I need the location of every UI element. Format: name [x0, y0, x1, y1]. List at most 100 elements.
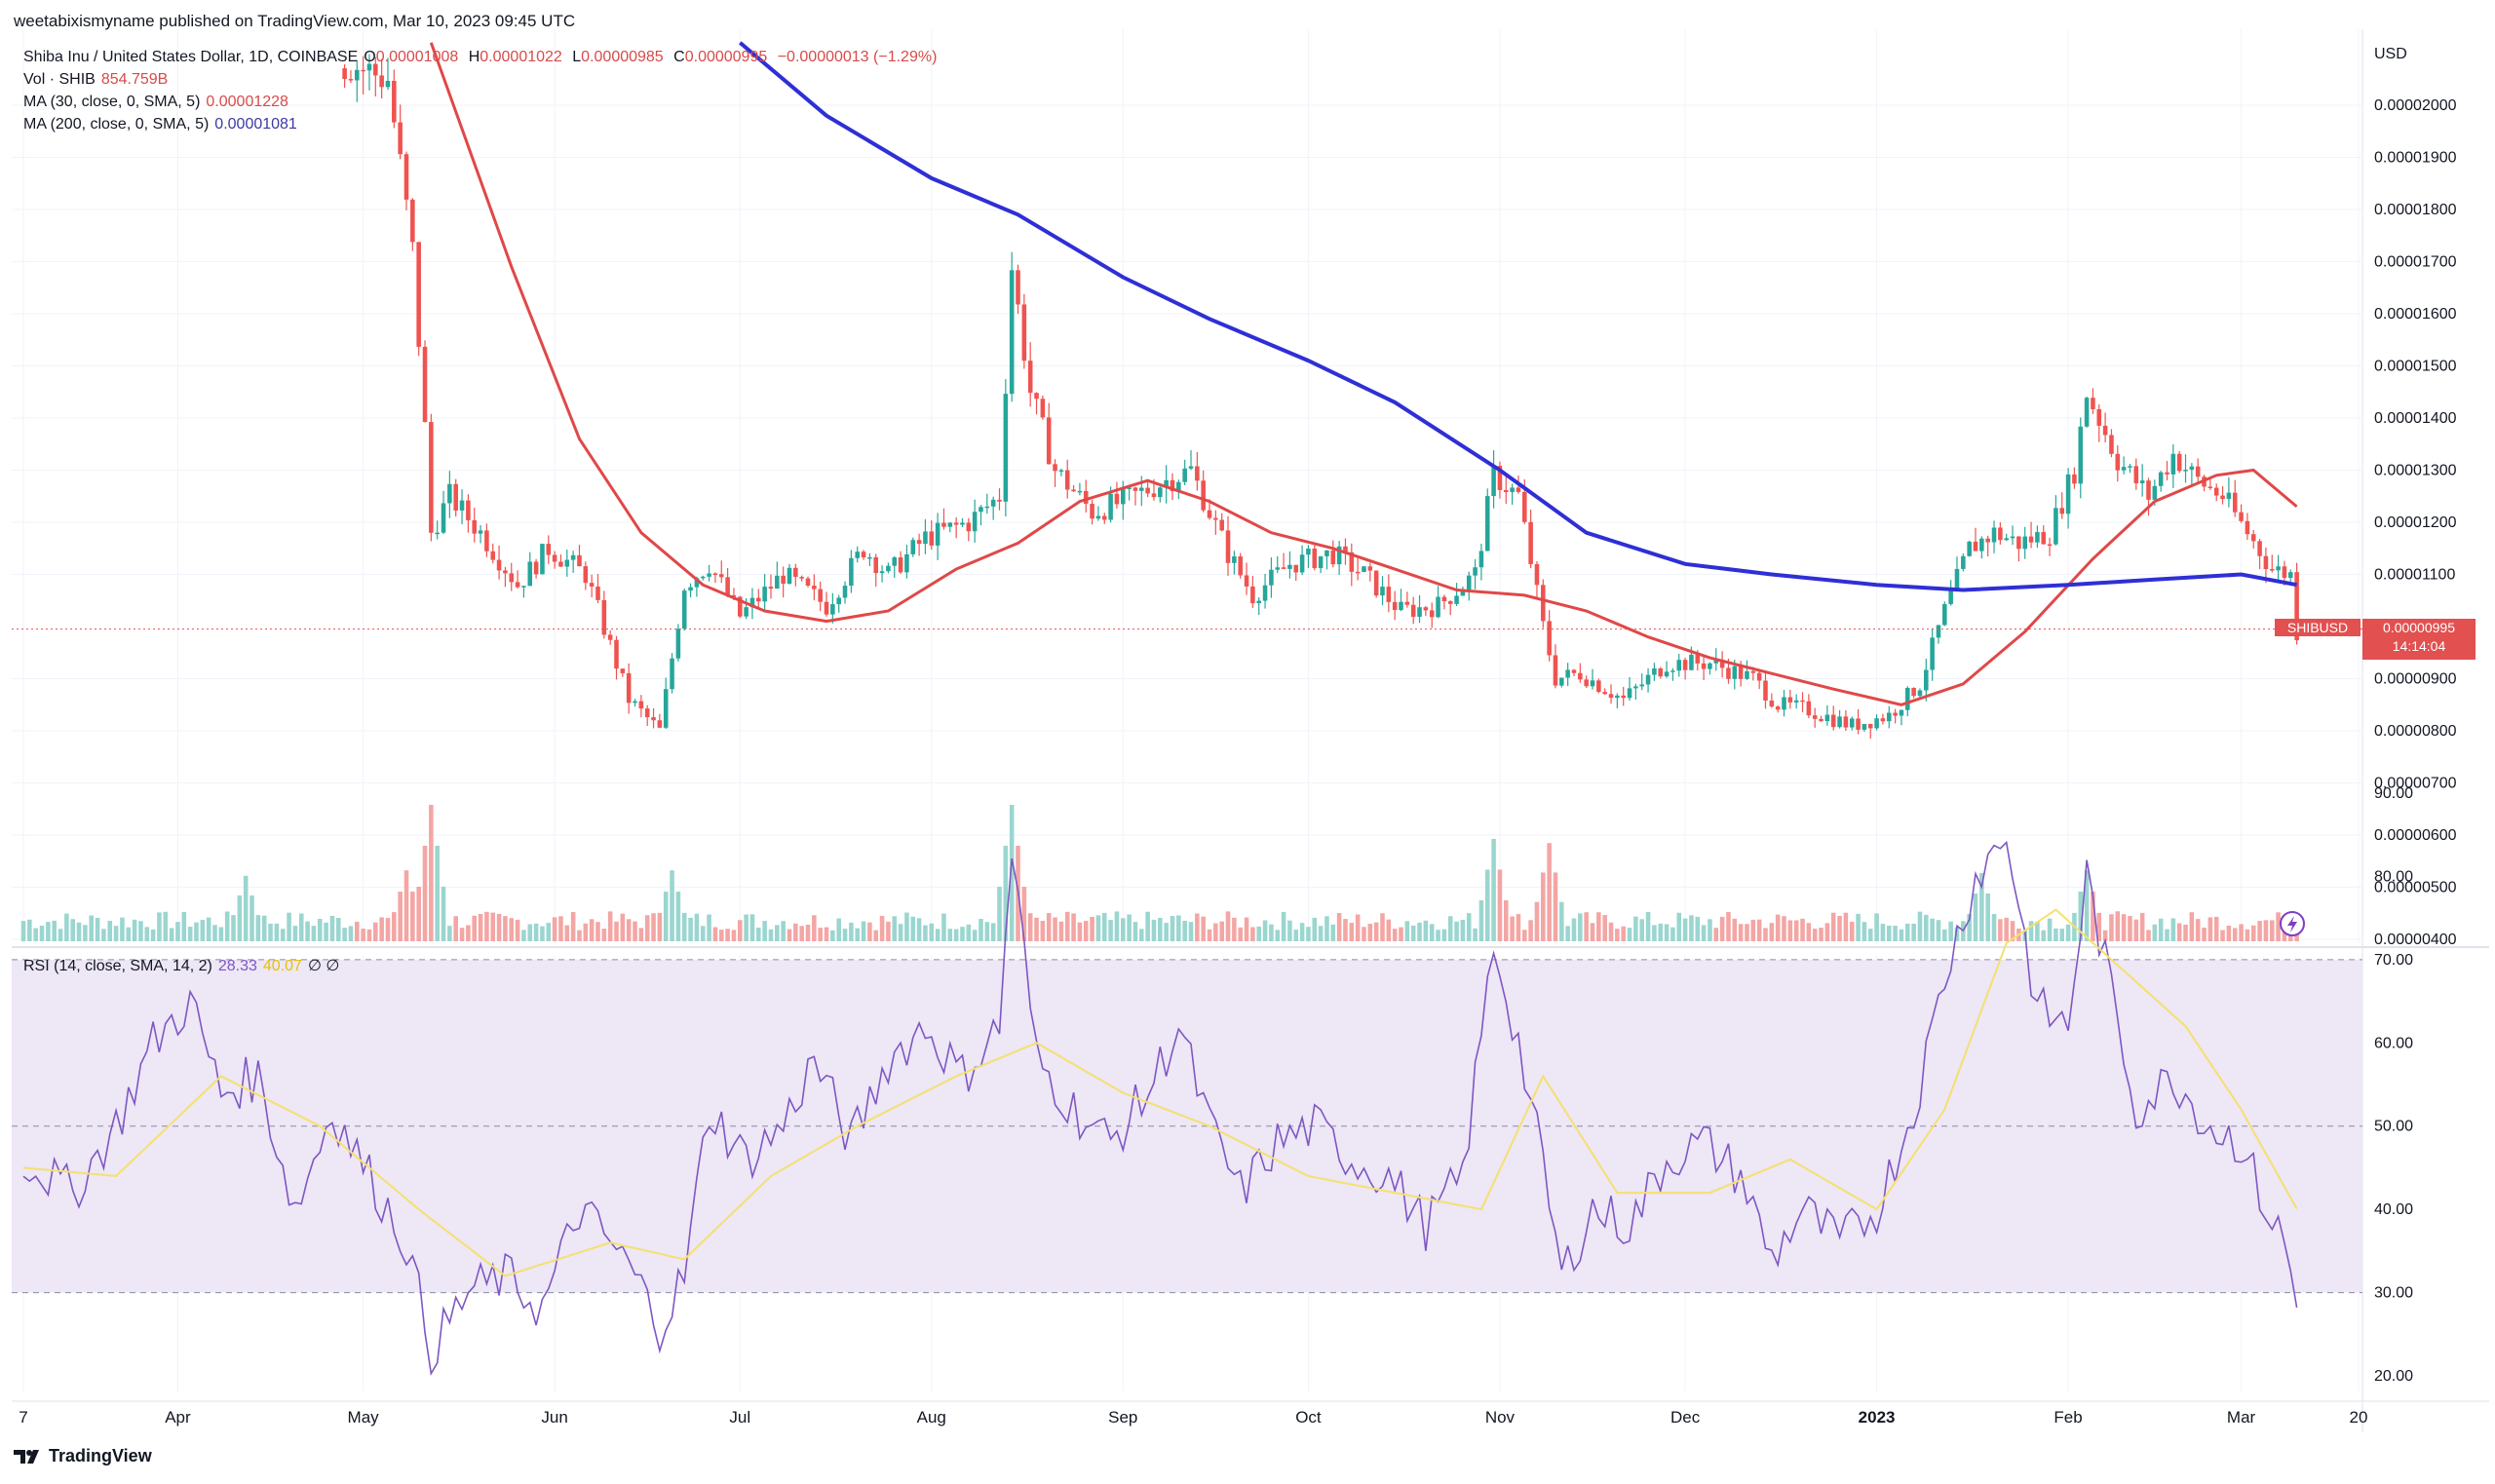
candle-body	[1362, 566, 1366, 572]
volume-bar	[366, 929, 372, 941]
candle-body	[1009, 270, 1015, 395]
volume-bar	[2170, 918, 2176, 941]
volume-bar	[651, 913, 656, 941]
volume-bar	[324, 922, 328, 941]
volume-bar	[2091, 892, 2095, 941]
candle-body	[2078, 426, 2084, 484]
candle-body	[385, 80, 391, 88]
volume-bar	[1491, 839, 1496, 941]
volume-bar	[1516, 914, 1521, 941]
volume-bar	[979, 919, 983, 941]
volume-bar	[1639, 919, 1645, 941]
candle-body	[527, 561, 533, 587]
volume-bar	[2078, 892, 2084, 941]
time-tick-label: Apr	[165, 1408, 191, 1427]
rsi-legend: RSI (14, close, SMA, 14, 2) 28.33 40.07 ∅ ∅	[23, 956, 345, 975]
volume-bar	[52, 920, 57, 941]
volume-bar	[762, 921, 767, 941]
volume-bar	[89, 915, 95, 941]
volume-bar	[2152, 924, 2158, 941]
volume-bar	[1615, 929, 1620, 941]
candle-body	[923, 531, 928, 545]
volume-bar	[243, 875, 249, 941]
candle-body	[1318, 555, 1324, 569]
candle-body	[1824, 714, 1830, 722]
volume-bar	[935, 929, 940, 941]
volume-bar	[552, 917, 557, 941]
volume-bar	[1967, 914, 1972, 941]
candle-body	[478, 530, 483, 534]
candle-body	[2183, 470, 2188, 472]
time-tick-label: 2023	[1859, 1408, 1896, 1427]
volume-bar	[1819, 928, 1823, 941]
volume-bar	[2239, 924, 2244, 941]
candle-body	[879, 571, 885, 574]
volume-bar	[1429, 924, 1435, 941]
volume-bar	[385, 918, 391, 941]
candle-body	[533, 561, 539, 575]
volume-bar	[1849, 921, 1855, 941]
published-note: weetabixismyname published on TradingVie…	[14, 12, 576, 30]
replay-icon[interactable]	[2280, 911, 2305, 936]
candle-body	[2121, 467, 2127, 471]
candle-body	[1633, 686, 1638, 689]
candle-body	[1207, 510, 1212, 518]
volume-bar	[570, 912, 576, 941]
candle-body	[1745, 670, 1749, 679]
candle-body	[1021, 304, 1027, 361]
price-tick-label: 0.00001200	[2374, 514, 2457, 531]
candle-body	[1399, 601, 1403, 611]
volume-bar	[261, 915, 267, 941]
candle-body	[1336, 546, 1342, 565]
volume-bar	[410, 892, 415, 941]
volume-bar	[601, 929, 607, 941]
volume-bar	[1306, 927, 1311, 941]
volume-bar	[1158, 918, 1163, 941]
volume-bar	[64, 913, 69, 941]
volume-bar	[435, 846, 440, 941]
candle-body	[1213, 517, 1218, 520]
tradingview-brand[interactable]: TradingView	[14, 1446, 152, 1466]
volume-bar	[2041, 930, 2047, 941]
volume-bar	[515, 919, 520, 941]
candle-body	[521, 586, 526, 588]
volume-bar	[1256, 926, 1262, 941]
candle-body	[2102, 425, 2108, 436]
candle-body	[1652, 667, 1657, 675]
candle-body	[1843, 716, 1849, 728]
volume-bar	[453, 916, 458, 941]
volume-bar	[2189, 912, 2195, 941]
candle-body	[1046, 417, 1052, 465]
candle-body	[1027, 361, 1033, 394]
candle-body	[1862, 724, 1867, 730]
candle-body	[849, 557, 854, 587]
rsi-ma-value: 40.07	[262, 958, 302, 974]
volume-bar	[250, 894, 254, 941]
candle-body	[1695, 654, 1701, 664]
candle-body	[1016, 270, 1020, 305]
candle-body	[979, 507, 983, 513]
time-axis: 7 Apr May Jun Jul Aug Sep Oct Nov Dec 2023 Feb Mar 20	[19, 1408, 2367, 1427]
candle-body	[1880, 718, 1886, 722]
candle-body	[577, 554, 582, 567]
candle-body	[1954, 568, 1960, 590]
volume-bar	[1658, 923, 1664, 941]
volume-bar	[1880, 924, 1886, 941]
volume-bar	[1386, 919, 1392, 941]
volume-bar	[1349, 923, 1355, 941]
volume-bar	[1991, 914, 1997, 941]
candle-body	[422, 346, 428, 423]
candle-body	[749, 597, 755, 608]
volume-bar	[1188, 922, 1194, 941]
volume-bar	[607, 911, 613, 941]
candle-body	[1837, 716, 1842, 728]
time-tick-label: Oct	[1295, 1408, 1322, 1427]
volume-value: 854.759B	[100, 71, 169, 88]
volume-bar	[1441, 929, 1447, 941]
candle-body	[1417, 607, 1422, 617]
candle-body	[681, 590, 687, 629]
volume-bar	[1367, 924, 1373, 941]
volume-bar	[132, 919, 137, 941]
volume-bar	[1293, 930, 1299, 941]
